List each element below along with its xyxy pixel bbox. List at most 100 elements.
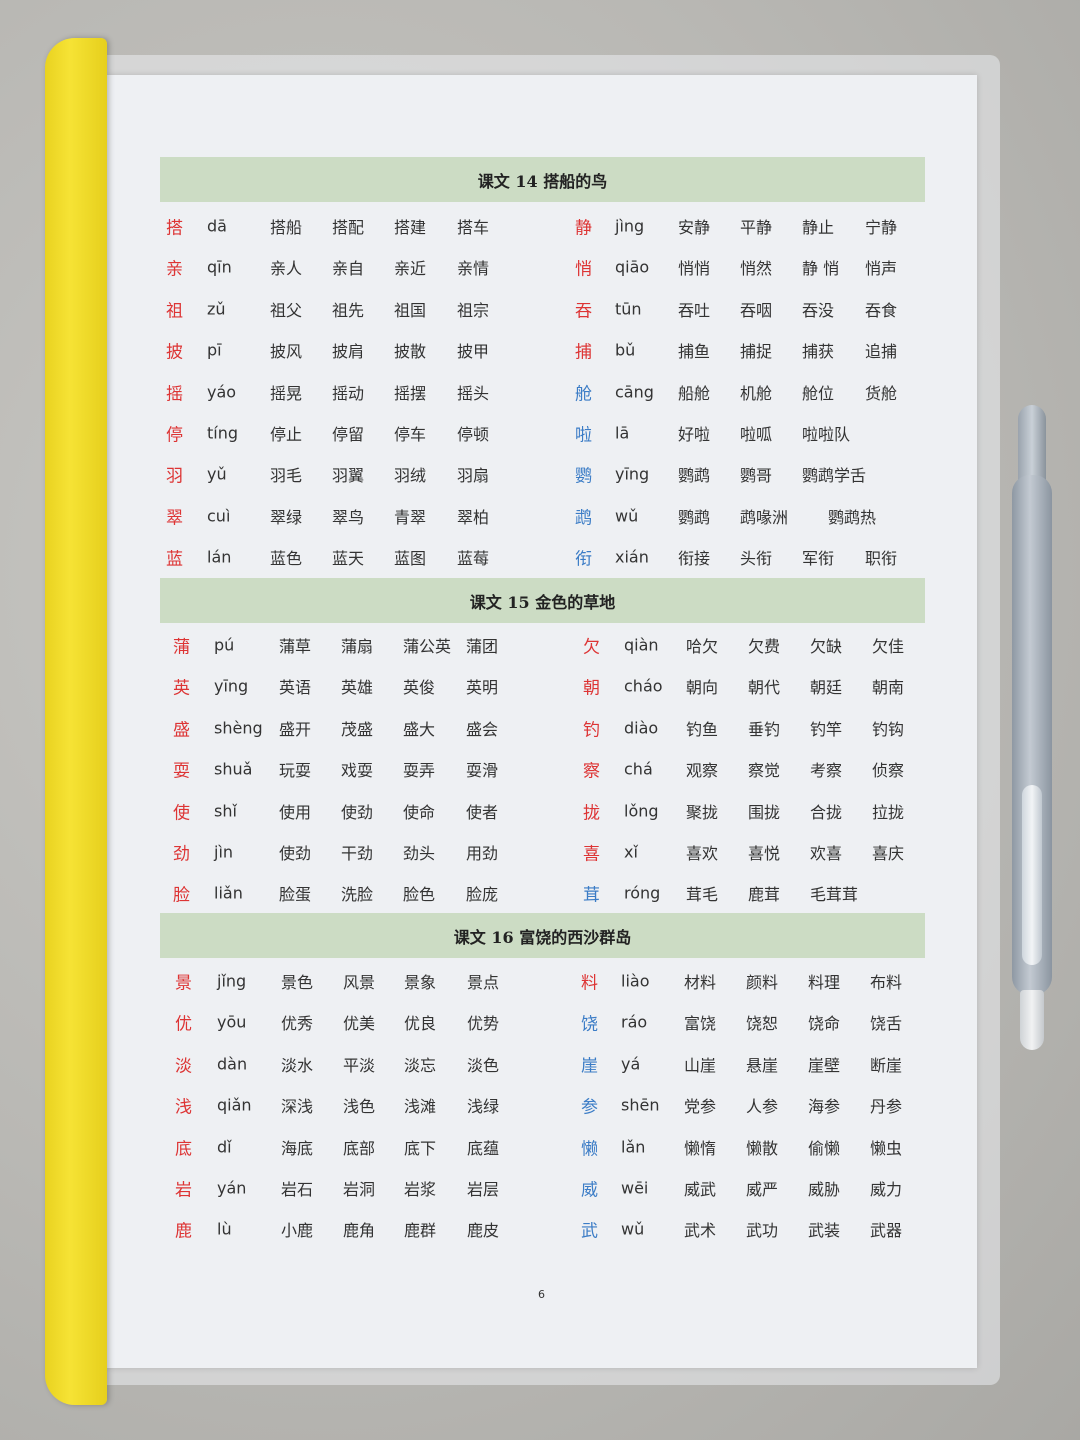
example-word: 偷懒 bbox=[808, 1138, 841, 1158]
pinyin: yīng bbox=[615, 464, 650, 484]
vocab-character: 鹦 bbox=[575, 466, 592, 487]
pinyin: liǎn bbox=[214, 883, 243, 903]
example-word: 停车 bbox=[394, 425, 427, 444]
page-number: 6 bbox=[538, 1288, 545, 1301]
vocab-character: 崖 bbox=[581, 1056, 598, 1077]
example-word: 朝南 bbox=[872, 678, 905, 698]
vocab-character: 景 bbox=[175, 973, 192, 994]
example-word: 钓竿 bbox=[810, 719, 843, 739]
example-word: 底下 bbox=[404, 1138, 437, 1158]
example-word: 翠绿 bbox=[270, 507, 303, 527]
example-word: 海底 bbox=[281, 1138, 314, 1158]
example-word: 鹦鹉学舌 bbox=[802, 466, 867, 486]
example-word: 朝代 bbox=[748, 678, 781, 698]
example-word: 浅绿 bbox=[467, 1097, 500, 1117]
example-word: 脸色 bbox=[403, 885, 436, 905]
example-word: 聚拢 bbox=[686, 802, 719, 822]
example-word: 风景 bbox=[343, 973, 376, 992]
example-word: 党参 bbox=[684, 1097, 717, 1117]
vocab-character: 亲 bbox=[166, 259, 183, 280]
example-word: 摇头 bbox=[457, 383, 490, 403]
example-word: 停顿 bbox=[457, 425, 490, 444]
vocab-character: 停 bbox=[166, 425, 183, 446]
vocab-character: 羽 bbox=[166, 466, 183, 487]
vocab-character: 料 bbox=[581, 973, 598, 994]
example-word: 人参 bbox=[746, 1097, 779, 1117]
example-word: 祖宗 bbox=[457, 300, 490, 320]
example-word: 吞咽 bbox=[740, 300, 773, 320]
example-word: 威力 bbox=[870, 1180, 903, 1199]
pinyin: yīng bbox=[214, 676, 249, 696]
example-word: 考察 bbox=[810, 761, 843, 781]
vocab-character: 劲 bbox=[173, 844, 190, 865]
vocab-character: 喜 bbox=[583, 844, 600, 865]
pinyin: ráo bbox=[621, 1012, 648, 1032]
pinyin: wǔ bbox=[615, 506, 639, 526]
vocab-character: 武 bbox=[581, 1221, 598, 1242]
example-word: 盛大 bbox=[403, 719, 436, 739]
vocab-character: 蒲 bbox=[173, 637, 190, 658]
example-word: 宁静 bbox=[865, 218, 898, 237]
example-word: 亲人 bbox=[270, 259, 303, 279]
example-word: 职衔 bbox=[865, 549, 898, 569]
example-word: 蒲公英 bbox=[403, 637, 452, 656]
example-word: 披风 bbox=[270, 342, 303, 362]
example-word: 搭建 bbox=[394, 218, 427, 237]
vocab-character: 拢 bbox=[583, 803, 600, 824]
example-word: 毛茸茸 bbox=[810, 885, 859, 905]
example-word: 盛开 bbox=[279, 719, 312, 739]
example-word: 海参 bbox=[808, 1097, 841, 1117]
pinyin: jìng bbox=[615, 216, 645, 236]
vocab-character: 鹉 bbox=[575, 508, 592, 529]
example-word: 使劲 bbox=[279, 844, 312, 863]
example-word: 淡忘 bbox=[404, 1055, 437, 1075]
example-word: 欠缺 bbox=[810, 637, 843, 656]
example-word: 优势 bbox=[467, 1014, 500, 1034]
section-header: 课文 15 金色的草地 bbox=[160, 578, 925, 623]
pinyin: shēn bbox=[621, 1095, 660, 1115]
pinyin: bǔ bbox=[615, 340, 636, 360]
vocab-character: 英 bbox=[173, 678, 190, 699]
example-word: 机舱 bbox=[740, 383, 773, 403]
example-word: 察觉 bbox=[748, 761, 781, 781]
example-word: 饶舌 bbox=[870, 1014, 903, 1034]
example-word: 蓝天 bbox=[332, 549, 365, 569]
vocab-character: 捕 bbox=[575, 342, 592, 363]
example-word: 料理 bbox=[808, 973, 841, 992]
pinyin: jǐng bbox=[217, 971, 247, 991]
pinyin: róng bbox=[624, 883, 661, 903]
vocab-character: 岩 bbox=[175, 1180, 192, 1201]
example-word: 景色 bbox=[281, 973, 314, 992]
pinyin: yǔ bbox=[207, 464, 227, 484]
example-word: 懒惰 bbox=[684, 1138, 717, 1158]
example-word: 耍滑 bbox=[466, 761, 499, 781]
example-word: 景点 bbox=[467, 973, 500, 992]
example-word: 淡水 bbox=[281, 1055, 314, 1075]
example-word: 断崖 bbox=[870, 1055, 903, 1075]
example-word: 军衔 bbox=[802, 549, 835, 569]
pinyin: yáo bbox=[207, 382, 237, 402]
vocab-character: 优 bbox=[175, 1014, 192, 1035]
pinyin: zǔ bbox=[207, 299, 226, 319]
pinyin: tūn bbox=[615, 299, 642, 319]
pinyin: xián bbox=[615, 547, 649, 567]
pinyin: lán bbox=[207, 547, 232, 567]
vocab-character: 蓝 bbox=[166, 549, 183, 570]
example-word: 用劲 bbox=[466, 844, 499, 863]
pinyin: tíng bbox=[207, 423, 239, 443]
example-word: 蓝色 bbox=[270, 549, 303, 569]
vocab-character: 舱 bbox=[575, 384, 592, 405]
vocab-character: 摇 bbox=[166, 384, 183, 405]
example-word: 翠鸟 bbox=[332, 507, 365, 527]
example-word: 小鹿 bbox=[281, 1221, 314, 1241]
vocab-character: 茸 bbox=[583, 885, 600, 906]
example-word: 茂盛 bbox=[341, 719, 374, 739]
pinyin: cháo bbox=[624, 676, 663, 696]
example-word: 安静 bbox=[678, 218, 711, 237]
example-word: 鹿角 bbox=[343, 1221, 376, 1241]
example-word: 合拢 bbox=[810, 802, 843, 822]
example-word: 材料 bbox=[684, 973, 717, 992]
worksheet-page bbox=[107, 75, 977, 1368]
example-word: 欠费 bbox=[748, 637, 781, 656]
example-word: 搭车 bbox=[457, 218, 490, 237]
